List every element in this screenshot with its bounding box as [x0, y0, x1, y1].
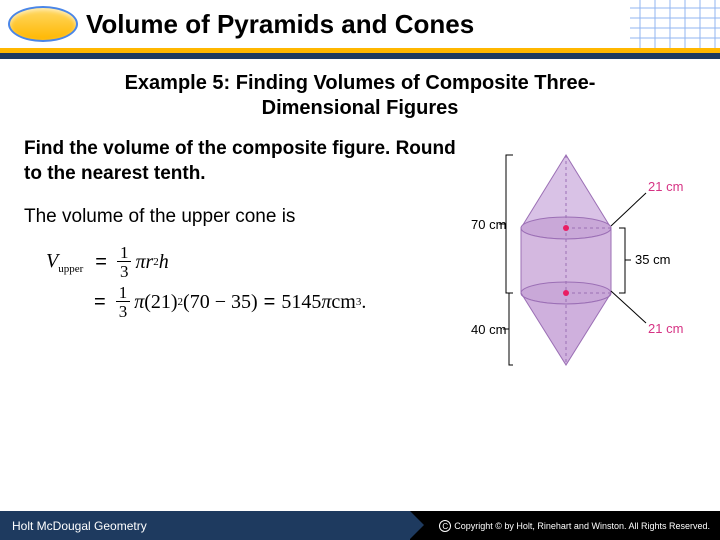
- slide-footer: Holt McDougal Geometry C Copyright © by …: [0, 511, 720, 540]
- formula-line-1: Vupper = 13 πr2h: [46, 244, 459, 280]
- num-21: (21): [144, 291, 177, 314]
- result-num: 5145: [281, 291, 321, 314]
- slide-content: Example 5: Finding Volumes of Composite …: [0, 59, 720, 511]
- var-v: V: [46, 250, 58, 272]
- label-70: 70 cm: [471, 217, 506, 232]
- explanation-text: The volume of the upper cone is: [24, 206, 459, 228]
- fraction-2: 13: [116, 284, 131, 320]
- text-column: Find the volume of the composite figure.…: [24, 133, 459, 383]
- sub-upper: upper: [58, 263, 83, 275]
- formula-block: Vupper = 13 πr2h = 13 π(21)2(70 − 35) = …: [24, 244, 459, 320]
- composite-figure: 70 cm 40 cm 35 cm 21 cm 21 cm: [471, 133, 696, 383]
- equals-2: =: [94, 291, 106, 314]
- label-40: 40 cm: [471, 322, 506, 337]
- label-35: 35 cm: [635, 252, 670, 267]
- fraction-1: 13: [117, 244, 132, 280]
- unit-cm: cm: [331, 291, 355, 314]
- pi-3: π: [321, 291, 331, 314]
- example-title: Example 5: Finding Volumes of Composite …: [24, 67, 696, 133]
- label-21-top: 21 cm: [648, 179, 683, 194]
- period: .: [361, 291, 366, 314]
- problem-prompt: Find the volume of the composite figure.…: [24, 137, 459, 186]
- num-diff: (70 − 35): [183, 291, 258, 314]
- formula-line-2: = 13 π(21)2(70 − 35) = 5145π cm3.: [46, 284, 459, 320]
- grid-decoration: [630, 0, 720, 48]
- pi-2: π: [134, 291, 144, 314]
- var-r: r: [145, 251, 153, 273]
- slide-title: Volume of Pyramids and Cones: [86, 9, 720, 40]
- pi-1: π: [135, 251, 145, 273]
- equals-1: =: [95, 251, 107, 274]
- slide-header: Volume of Pyramids and Cones: [0, 0, 720, 48]
- var-h: h: [159, 251, 169, 274]
- badge-oval: [8, 6, 78, 42]
- copyright-icon: C: [439, 520, 451, 532]
- copyright-text: Copyright © by Holt, Rinehart and Winsto…: [454, 521, 710, 531]
- footer-brand: Holt McDougal Geometry: [0, 511, 410, 540]
- equals-3: =: [264, 291, 276, 314]
- footer-copyright: C Copyright © by Holt, Rinehart and Wins…: [410, 511, 720, 540]
- label-21-bot: 21 cm: [648, 321, 683, 336]
